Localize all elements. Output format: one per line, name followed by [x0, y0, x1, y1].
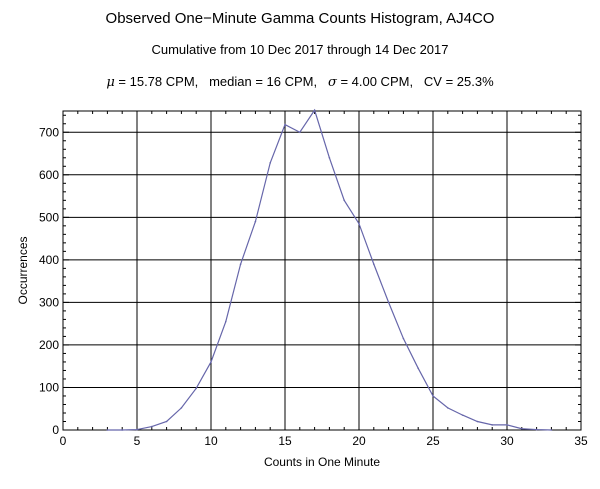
- plot-area-frame: [62, 110, 582, 431]
- data-point: [165, 420, 168, 423]
- data-point: [313, 109, 316, 111]
- data-point: [358, 222, 360, 225]
- y-tick-label: 0: [52, 423, 59, 437]
- data-points: [106, 109, 553, 431]
- data-point: [106, 429, 109, 431]
- x-tick-label: 20: [352, 434, 366, 448]
- data-point: [180, 407, 183, 409]
- data-point: [491, 424, 494, 426]
- data-point: [476, 420, 479, 423]
- data-point: [328, 156, 331, 159]
- y-tick-label: 400: [39, 253, 59, 267]
- x-axis-label: Counts in One Minute: [264, 455, 380, 469]
- data-point: [254, 220, 257, 223]
- chart-stats-line: μ = 15.78 CPM, median = 16 CPM, σ = 4.00…: [0, 74, 600, 90]
- data-point: [535, 428, 538, 431]
- data-point: [343, 199, 346, 202]
- data-point: [461, 414, 464, 416]
- data-point: [373, 263, 375, 265]
- y-tick-label: 100: [39, 380, 59, 394]
- sigma-cv-text: = 4.00 CPM, CV = 25.3%: [336, 74, 494, 89]
- data-point: [447, 407, 449, 409]
- data-point: [387, 301, 390, 304]
- data-point: [402, 337, 405, 340]
- x-axis-tick-labels: 0 5 10 15 20 25 30 35: [60, 434, 588, 448]
- x-tick-label: 25: [426, 434, 440, 448]
- x-tick-label: 0: [60, 434, 67, 448]
- data-point: [506, 424, 508, 426]
- data-point: [432, 395, 434, 397]
- y-tick-label: 500: [39, 210, 59, 224]
- y-axis-tick-labels: 0 100 200 300 400 500 600 700: [39, 125, 59, 437]
- y-tick-label: 300: [39, 295, 59, 309]
- y-tick-label: 700: [39, 125, 59, 139]
- grid-lines: [63, 111, 581, 430]
- data-point: [151, 425, 153, 428]
- y-axis-label: Occurrences: [16, 236, 30, 304]
- axis-ticks: [62, 111, 582, 431]
- data-point: [284, 123, 286, 126]
- y-tick-label: 600: [39, 168, 59, 182]
- chart-title: Observed One−Minute Gamma Counts Histogr…: [105, 10, 495, 27]
- data-point: [417, 367, 420, 370]
- data-point: [269, 162, 272, 164]
- data-point: [195, 387, 197, 390]
- data-point: [121, 429, 123, 431]
- data-point: [521, 427, 523, 430]
- mu-median-text: = 15.78 CPM, median = 16 CPM,: [114, 74, 328, 89]
- x-tick-label: 5: [134, 434, 141, 448]
- x-tick-label: 35: [574, 434, 588, 448]
- x-tick-label: 15: [278, 434, 292, 448]
- data-point: [299, 131, 301, 134]
- data-point: [550, 429, 553, 431]
- y-tick-label: 200: [39, 338, 59, 352]
- chart-subtitle: Cumulative from 10 Dec 2017 through 14 D…: [151, 42, 449, 57]
- x-tick-label: 10: [204, 434, 218, 448]
- mu-symbol: μ: [106, 75, 115, 90]
- data-point: [225, 320, 227, 323]
- data-point: [239, 263, 242, 265]
- sigma-symbol: σ: [327, 75, 337, 90]
- data-point: [210, 361, 212, 363]
- x-tick-label: 30: [500, 434, 514, 448]
- data-point: [136, 428, 138, 431]
